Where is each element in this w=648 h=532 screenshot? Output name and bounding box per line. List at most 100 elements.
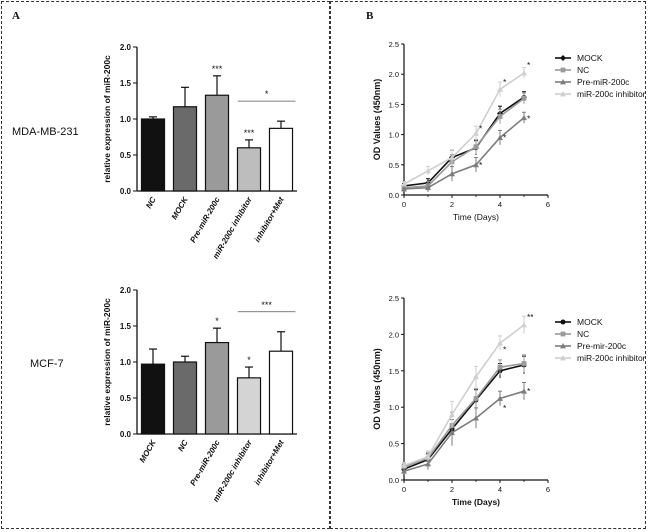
- significance-mark: *: [215, 316, 219, 326]
- y-tick-label: 0.5: [120, 151, 132, 160]
- marker-triangle: [449, 170, 455, 177]
- marker-triangle: [473, 415, 479, 421]
- panel-a-label: A: [12, 10, 20, 22]
- marker-square: [497, 364, 503, 370]
- y-tick-label: 1.0: [389, 131, 399, 140]
- marker-triangle: [473, 161, 479, 168]
- marker-triangle: [521, 69, 527, 76]
- y-tick-label: 0.5: [389, 161, 399, 170]
- y-tick-label: 1.0: [120, 358, 132, 367]
- marker-square: [521, 361, 527, 366]
- marker-triangle: [560, 343, 566, 349]
- marker-triangle: [497, 134, 503, 141]
- significance-mark: *: [503, 77, 507, 87]
- y-tick-label: 2.5: [389, 294, 399, 303]
- panel-a-frame: [1, 1, 330, 529]
- panel-b-frame: [330, 1, 646, 529]
- x-tick-label: 6: [546, 200, 550, 209]
- series-line: [403, 117, 525, 190]
- marker-triangle: [449, 411, 455, 417]
- x-tick-label: 6: [546, 485, 550, 494]
- y-tick-label: 0.0: [389, 191, 399, 200]
- legend-label: Pre-mir-200c: [577, 341, 627, 351]
- x-tick-label: 4: [498, 200, 502, 209]
- marker-triangle: [521, 388, 527, 394]
- x-axis-label: Time (Days): [452, 497, 500, 507]
- row-label-mcf: MCF-7: [30, 358, 64, 370]
- y-axis-label: OD Values (450nm): [372, 79, 382, 161]
- marker-triangle: [449, 429, 455, 436]
- y-tick-label: 1.5: [389, 367, 399, 376]
- x-tick-label: 4: [498, 485, 502, 494]
- marker-triangle: [425, 453, 431, 460]
- marker-triangle: [473, 373, 479, 380]
- marker-square: [497, 114, 503, 119]
- legend-label: NC: [577, 329, 589, 339]
- y-tick-label: 0.0: [389, 476, 399, 485]
- significance-mark: *: [503, 345, 507, 355]
- marker-triangle: [560, 79, 566, 85]
- panel-b-label: B: [366, 10, 374, 22]
- legend-label: MOCK: [577, 53, 603, 63]
- significance-mark: *: [527, 113, 531, 123]
- y-tick-label: 2.0: [389, 330, 399, 339]
- significance-mark: *: [247, 355, 251, 365]
- y-tick-label: 2.0: [389, 70, 399, 79]
- comparison-mark: *: [265, 89, 269, 99]
- y-tick-label: 1.5: [389, 100, 399, 109]
- significance-mark: *: [527, 386, 531, 396]
- y-tick-label: 1.5: [120, 79, 132, 88]
- y-axis-label: OD Values (450nm): [372, 348, 382, 430]
- x-axis-label: Time (Days): [453, 212, 499, 222]
- marker-triangle: [521, 114, 527, 121]
- marker-square: [473, 396, 479, 401]
- significance-mark: ***: [244, 128, 255, 138]
- marker-triangle: [425, 167, 431, 174]
- y-tick-label: 0.0: [120, 187, 132, 196]
- row-label-mda: MDA-MB-231: [12, 126, 79, 138]
- y-axis-label: relative expression of miR-200c: [102, 298, 112, 426]
- significance-mark: *: [503, 403, 507, 413]
- marker-triangle: [401, 181, 407, 187]
- series-line: [403, 324, 525, 467]
- significance-mark: *: [479, 124, 483, 134]
- legend-label: NC: [577, 65, 589, 75]
- series-line: [403, 362, 525, 468]
- marker-triangle: [401, 468, 407, 474]
- x-tick-label: 2: [450, 200, 454, 209]
- marker-triangle: [560, 91, 566, 97]
- significance-mark: ***: [212, 64, 223, 74]
- marker-triangle: [521, 321, 527, 328]
- y-tick-label: 1.0: [389, 403, 399, 412]
- x-tick-label: 2: [450, 485, 454, 494]
- marker-triangle: [425, 184, 431, 191]
- y-tick-label: 1.0: [120, 115, 132, 124]
- significance-mark: **: [527, 312, 534, 322]
- legend-label: miR-200c inhibitor: [577, 89, 646, 99]
- y-tick-label: 2.5: [389, 40, 399, 49]
- legend-label: MOCK: [577, 317, 603, 327]
- series-line: [403, 364, 525, 470]
- marker-triangle: [497, 86, 503, 92]
- marker-triangle: [401, 462, 407, 468]
- marker-triangle: [497, 340, 503, 346]
- comparison-mark: ***: [261, 300, 272, 310]
- legend-label: Pre-miR-200c: [577, 77, 630, 87]
- legend-label: miR-200c inhibitor: [577, 353, 646, 363]
- x-tick-label: 0: [402, 200, 406, 209]
- series-line: [403, 97, 525, 189]
- x-tick-label: 0: [402, 485, 406, 494]
- marker-square: [473, 144, 479, 150]
- significance-mark: *: [503, 133, 507, 143]
- marker-triangle: [425, 460, 431, 467]
- y-tick-label: 2.0: [120, 286, 132, 295]
- marker-square: [521, 95, 527, 101]
- y-axis-label: relative expression of miR-200c: [102, 55, 112, 183]
- series-line: [403, 96, 525, 187]
- marker-triangle: [560, 355, 566, 361]
- significance-mark: *: [527, 60, 531, 70]
